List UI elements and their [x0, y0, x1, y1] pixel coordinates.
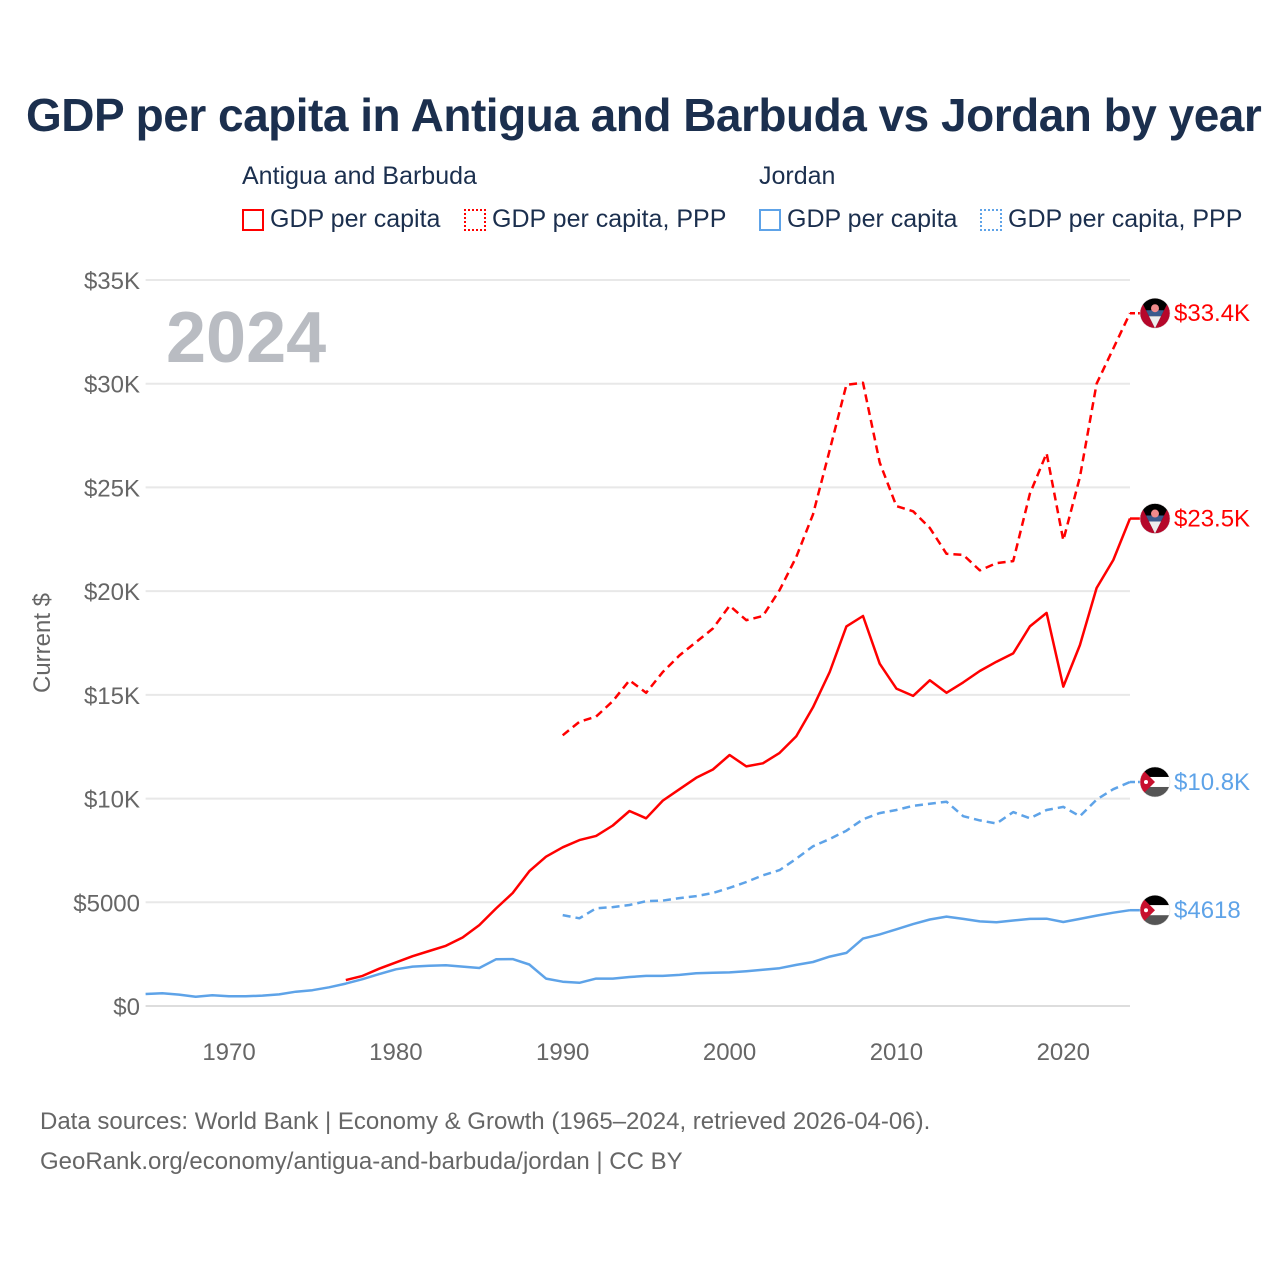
- end-value-label: $10.8K: [1174, 769, 1250, 796]
- flag-green: [1140, 786, 1170, 797]
- x-tick-label: 2020: [1037, 1039, 1090, 1066]
- flag-blue: [1146, 310, 1164, 317]
- legend-swatch-solid-blue: [759, 208, 781, 231]
- y-tick-label: $5000: [73, 890, 140, 917]
- flag-black: [1140, 895, 1170, 906]
- flag-blue: [1146, 515, 1164, 522]
- flag-outline: [1139, 894, 1171, 926]
- flag-body: [1140, 895, 1170, 926]
- y-tick-label: $15K: [84, 683, 140, 710]
- legend-label: GDP per capita: [787, 205, 958, 233]
- antigua-flag-icon: [1139, 503, 1171, 534]
- chart-title: GDP per capita in Antigua and Barbuda vs…: [26, 89, 1262, 141]
- y-axis-label: Current $: [29, 593, 56, 693]
- y-tick-label: $10K: [84, 787, 140, 814]
- flag-star: [1144, 779, 1148, 784]
- flag-body: [1140, 298, 1170, 329]
- footer-sources: Data sources: World Bank | Economy & Gro…: [40, 1108, 931, 1135]
- flag-black: [1140, 766, 1170, 777]
- series-line-antigua-ppp: [561, 312, 1132, 737]
- y-tick-label: $30K: [84, 372, 140, 399]
- flag-white: [1149, 316, 1161, 329]
- flag-star: [1144, 908, 1148, 913]
- footer-link[interactable]: GeoRank.org/economy/antigua-and-barbuda/…: [40, 1148, 683, 1175]
- flag-green: [1140, 915, 1170, 926]
- jordan-flag-icon: [1139, 766, 1171, 798]
- flag-outline: [1139, 503, 1171, 534]
- legend-label: GDP per capita: [270, 205, 441, 233]
- legend-item-antigua-ppp[interactable]: GDP per capita, PPP: [464, 205, 726, 234]
- y-tick-label: $35K: [84, 268, 140, 295]
- end-value-label: $4618: [1174, 897, 1241, 924]
- x-tick-label: 2000: [703, 1039, 756, 1066]
- legend-swatch-dotted-red: [464, 208, 486, 231]
- antigua-flag-icon: [1139, 297, 1171, 329]
- flag-sun: [1151, 304, 1159, 313]
- series-line-jordan-ppp: [562, 780, 1131, 920]
- legend-item-jordan-gdp[interactable]: GDP per capita: [759, 205, 957, 234]
- legend-swatch-solid-red: [242, 208, 264, 231]
- legend-item-jordan-ppp[interactable]: GDP per capita, PPP: [980, 205, 1242, 234]
- end-value-label: $23.5K: [1174, 506, 1250, 533]
- flag-outline: [1139, 766, 1171, 798]
- y-tick-label: $25K: [84, 475, 140, 502]
- x-tick-label: 1980: [369, 1039, 422, 1066]
- flag-outline: [1139, 297, 1171, 329]
- year-watermark: 2024: [166, 298, 326, 378]
- legend-group-jordan: Jordan: [759, 162, 836, 190]
- flag-body: [1140, 503, 1170, 534]
- x-tick-label: 1970: [202, 1039, 255, 1066]
- flag-sun: [1151, 509, 1159, 518]
- x-tick-label: 1990: [536, 1039, 589, 1066]
- series-line-antigua-gdp: [345, 518, 1132, 982]
- legend-label: GDP per capita, PPP: [1008, 205, 1243, 233]
- jordan-flag-icon: [1139, 894, 1171, 926]
- series-line-jordan-gdp: [145, 908, 1131, 998]
- y-tick-label: $20K: [84, 579, 140, 606]
- y-tick-label: $0: [113, 994, 140, 1021]
- flag-white: [1149, 521, 1161, 534]
- legend-group-antigua: Antigua and Barbuda: [242, 162, 477, 190]
- x-tick-label: 2010: [870, 1039, 923, 1066]
- end-value-label: $33.4K: [1174, 300, 1250, 327]
- legend-label: GDP per capita, PPP: [492, 205, 727, 233]
- flag-body: [1140, 766, 1170, 797]
- legend-item-antigua-gdp[interactable]: GDP per capita: [242, 205, 440, 234]
- legend-swatch-dotted-blue: [980, 208, 1002, 231]
